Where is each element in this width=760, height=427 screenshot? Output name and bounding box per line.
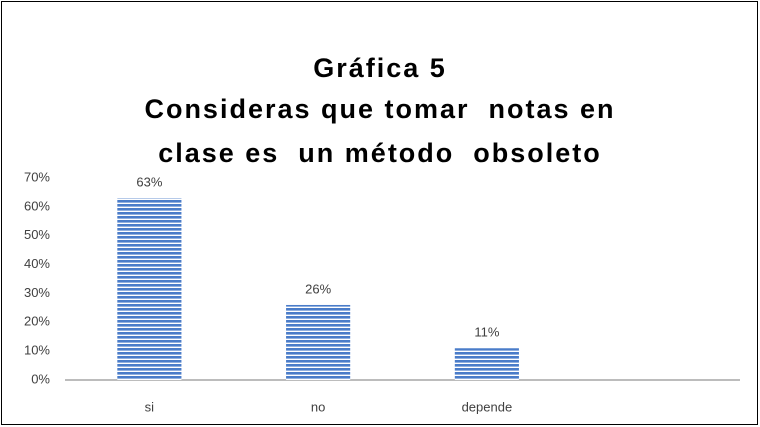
- y-tick-label: 0%: [31, 371, 50, 386]
- value-label: 63%: [136, 175, 162, 190]
- y-tick-label: 40%: [24, 256, 50, 271]
- chart-title: Consideras que tomar notas en: [144, 94, 615, 124]
- bar: [454, 348, 519, 380]
- y-tick-label: 60%: [24, 198, 50, 213]
- y-tick-label: 20%: [24, 314, 50, 329]
- x-tick-label: si: [145, 399, 155, 414]
- value-label: 11%: [474, 325, 499, 340]
- chart-title: clase es un método obsoleto: [158, 138, 602, 168]
- x-tick-label: depende: [462, 399, 513, 414]
- bar: [286, 304, 351, 380]
- y-tick-label: 70%: [24, 169, 50, 184]
- y-tick-label: 50%: [24, 227, 50, 242]
- bar: [117, 198, 182, 380]
- x-tick-label: no: [311, 399, 325, 414]
- value-label: 26%: [305, 281, 331, 296]
- y-tick-label: 10%: [24, 343, 50, 358]
- chart-title: Gráfica 5: [313, 53, 447, 83]
- y-tick-label: 30%: [24, 285, 50, 300]
